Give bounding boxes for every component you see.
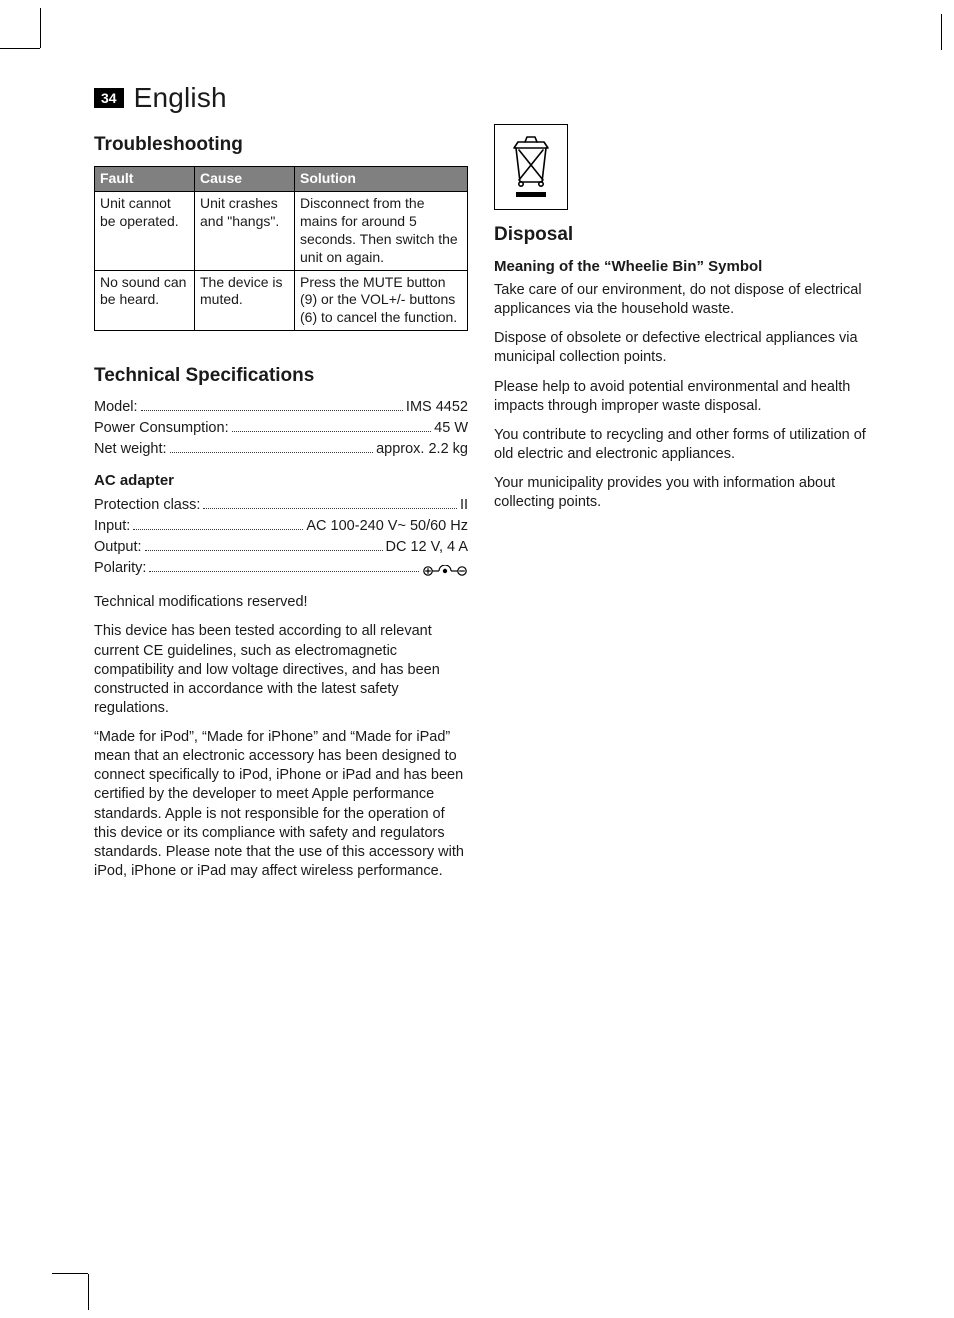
wheelie-bin-icon <box>506 134 556 200</box>
spec-row-class: Protection class: II <box>94 495 468 516</box>
adapter-spec-list: Protection class: II Input: AC 100-240 V… <box>94 495 468 579</box>
spec-value: approx. 2.2 kg <box>376 439 468 460</box>
crop-mark <box>941 14 942 50</box>
leader-dots <box>203 496 457 509</box>
cell-solution: Disconnect from the mains for around 5 s… <box>295 191 468 270</box>
th-fault: Fault <box>95 167 195 192</box>
table-row: No sound can be heard. The device is mut… <box>95 270 468 331</box>
crop-mark <box>52 1273 88 1274</box>
note-ce: This device has been tested according to… <box>94 622 468 718</box>
table-header-row: Fault Cause Solution <box>95 167 468 192</box>
cell-cause: The device is muted. <box>195 270 295 331</box>
troubleshooting-heading: Troubleshooting <box>94 134 468 156</box>
note-reserved: Technical modifications reserved! <box>94 593 468 612</box>
polarity-icon <box>422 565 468 577</box>
page-language-title: English <box>134 82 227 114</box>
spec-row-weight: Net weight: approx. 2.2 kg <box>94 439 468 460</box>
disposal-p3: Please help to avoid potential environme… <box>494 378 868 416</box>
wheelie-bin-box <box>494 124 568 210</box>
disposal-p5: Your municipality provides you with info… <box>494 474 868 512</box>
leader-dots <box>141 398 403 411</box>
cell-fault: Unit cannot be operated. <box>95 191 195 270</box>
note-mfi: “Made for iPod”, “Made for iPhone” and “… <box>94 728 468 881</box>
disposal-p4: You contribute to recycling and other fo… <box>494 426 868 464</box>
cell-cause: Unit crashes and "hangs". <box>195 191 295 270</box>
spec-label: Output: <box>94 537 142 558</box>
spec-label: Model: <box>94 397 138 418</box>
left-column: Troubleshooting Fault Cause Solution Uni… <box>94 120 468 891</box>
spec-row-output: Output: DC 12 V, 4 A <box>94 537 468 558</box>
disposal-p2: Dispose of obsolete or defective electri… <box>494 329 868 367</box>
spec-label: Protection class: <box>94 495 200 516</box>
spec-row-power: Power Consumption: 45 W <box>94 418 468 439</box>
leader-dots <box>133 517 303 530</box>
page-header: 34 English <box>94 82 870 114</box>
spec-value: II <box>460 495 468 516</box>
troubleshooting-table: Fault Cause Solution Unit cannot be oper… <box>94 166 468 331</box>
th-solution: Solution <box>295 167 468 192</box>
spec-row-model: Model: IMS 4452 <box>94 397 468 418</box>
adapter-heading: AC adapter <box>94 472 468 489</box>
leader-dots <box>170 440 374 453</box>
spec-label: Input: <box>94 516 130 537</box>
crop-mark <box>0 48 40 49</box>
spec-value: 45 W <box>434 418 468 439</box>
spec-label: Power Consumption: <box>94 418 229 439</box>
page-number-badge: 34 <box>94 88 124 108</box>
th-cause: Cause <box>195 167 295 192</box>
crop-mark <box>88 1274 89 1310</box>
spec-label: Net weight: <box>94 439 167 460</box>
right-column: Disposal Meaning of the “Wheelie Bin” Sy… <box>494 120 868 891</box>
spec-value: IMS 4452 <box>406 397 468 418</box>
spec-list: Model: IMS 4452 Power Consumption: 45 W … <box>94 397 468 460</box>
disposal-heading: Disposal <box>494 224 868 246</box>
leader-dots <box>149 559 419 572</box>
disposal-subheading: Meaning of the “Wheelie Bin” Symbol <box>494 258 868 275</box>
spec-label: Polarity: <box>94 558 146 579</box>
disposal-p1: Take care of our environment, do not dis… <box>494 281 868 319</box>
polarity-symbol <box>422 558 468 579</box>
page-content: 34 English Troubleshooting Fault Cause S… <box>94 82 870 891</box>
spec-row-polarity: Polarity: <box>94 558 468 579</box>
leader-dots <box>145 538 383 551</box>
leader-dots <box>232 419 432 432</box>
cell-solution: Press the MUTE button (9) or the VOL+/- … <box>295 270 468 331</box>
cell-fault: No sound can be heard. <box>95 270 195 331</box>
spec-value: AC 100-240 V~ 50/60 Hz <box>306 516 468 537</box>
table-row: Unit cannot be operated. Unit crashes an… <box>95 191 468 270</box>
crop-mark <box>40 8 41 48</box>
techspec-heading: Technical Specifications <box>94 365 468 387</box>
spec-row-input: Input: AC 100-240 V~ 50/60 Hz <box>94 516 468 537</box>
spec-value: DC 12 V, 4 A <box>386 537 469 558</box>
